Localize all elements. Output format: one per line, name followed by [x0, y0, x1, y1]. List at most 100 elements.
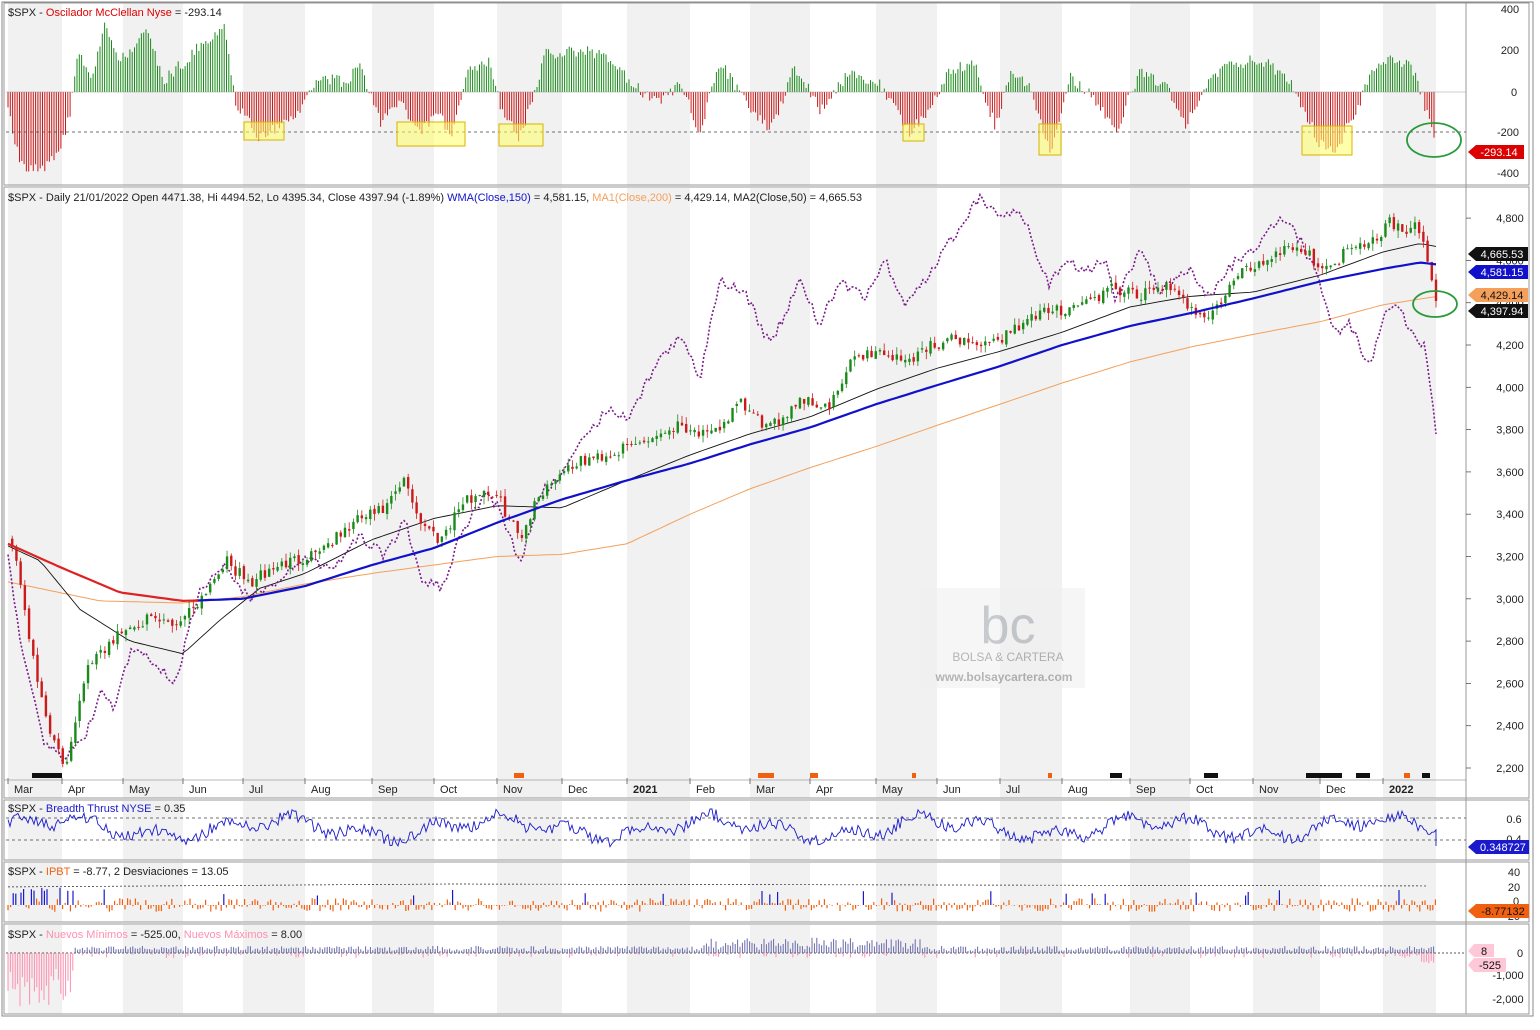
price-candle-body	[1329, 265, 1332, 268]
month-shade	[243, 925, 305, 1014]
month-shade	[1253, 188, 1320, 798]
price-candle-body	[95, 653, 98, 665]
price-candle-body	[1182, 294, 1185, 297]
month-shade	[123, 863, 183, 922]
price-tick-label: 2,400	[1496, 721, 1524, 733]
price-candle-body	[710, 430, 713, 434]
month-shade	[123, 3, 183, 186]
price-candle-body	[1165, 283, 1168, 290]
month-shade	[876, 925, 937, 1014]
month-shade	[1130, 863, 1190, 922]
price-candle-body	[263, 570, 267, 578]
price-candle-body	[1068, 307, 1071, 316]
breadth-header-title: Breadth Thrust NYSE	[46, 803, 152, 815]
price-tick-label: 4,800	[1496, 213, 1524, 225]
price-candle-body	[819, 407, 823, 409]
price-candle-body	[828, 402, 831, 410]
price-candle-body	[1131, 287, 1134, 290]
price-candle-body	[470, 495, 473, 503]
nl-header-highs-val: = 8.00	[268, 929, 302, 941]
price-candle-body	[967, 338, 970, 343]
month-label: Jun	[189, 784, 207, 796]
month-label: Jun	[943, 784, 961, 796]
month-label: May	[882, 784, 903, 796]
price-candle-body	[579, 456, 583, 466]
price-candle-body	[735, 403, 738, 407]
price-candle-body	[234, 566, 237, 576]
price-candle-body	[457, 509, 460, 513]
price-candle-body	[175, 624, 178, 626]
price-candle-body	[432, 526, 435, 532]
mc-last-label-box	[1468, 145, 1524, 159]
price-candle-body	[36, 654, 39, 682]
nl-header-lows: Nuevos Mínimos	[46, 929, 128, 941]
price-candle-body	[1350, 247, 1353, 249]
month-shade	[123, 925, 183, 1014]
price-candle-body	[1114, 282, 1118, 290]
price-candle-body	[963, 337, 966, 345]
price-candle-body	[1354, 246, 1358, 248]
ipbt-band	[8, 883, 1429, 888]
price-candle-body	[112, 640, 115, 644]
price-candle-body	[280, 561, 284, 567]
month-shade	[372, 3, 434, 186]
nl-header-highs: Nuevos Máximos	[184, 929, 269, 941]
price-candle-body	[289, 557, 292, 569]
price-candle-body	[941, 342, 945, 350]
month-shade	[1000, 863, 1062, 922]
price-candle-body	[1160, 289, 1164, 291]
price-candle-body	[1089, 297, 1092, 299]
price-candle-body	[1059, 305, 1063, 316]
price-candle-body	[668, 430, 671, 435]
ipbt-header-name: $SPX -	[8, 866, 46, 878]
price-candle-body	[1295, 247, 1299, 251]
price-candle-body	[950, 334, 953, 340]
newlows-bars	[7, 937, 1435, 1007]
price-candle-body	[158, 619, 161, 622]
price-candle-body	[904, 359, 907, 363]
ma200-line	[7, 296, 1437, 604]
mc-tick-m200: -200	[1497, 127, 1519, 139]
price-candle-body	[107, 641, 111, 655]
price-candle-body	[541, 495, 545, 499]
price-candle-body	[61, 748, 64, 764]
price-candle-body	[373, 508, 376, 514]
price-candle-body	[423, 523, 427, 527]
price-candle-body	[103, 650, 107, 653]
price-candle-body	[988, 341, 991, 343]
price-candle-body	[802, 398, 806, 404]
month-shade	[750, 3, 810, 186]
price-tick-label: 2,600	[1496, 678, 1524, 690]
price-candle-body	[929, 341, 932, 354]
nl-highs-label: 8	[1481, 946, 1487, 958]
price-candle-body	[1312, 248, 1316, 266]
price-candle-body	[824, 403, 827, 407]
signal-mark-orange	[810, 773, 818, 778]
price-candle-body	[912, 357, 915, 362]
price-tick-label: 2,200	[1496, 763, 1524, 775]
price-candle-body	[613, 454, 616, 456]
signal-mark-black	[1204, 773, 1218, 778]
price-candle-body	[318, 551, 321, 554]
mc-header-name: $SPX -	[8, 7, 46, 19]
price-candle-body	[1038, 310, 1042, 320]
oversold-highlight-box	[243, 121, 285, 141]
price-candle-body	[217, 574, 220, 579]
price-candle-body	[1342, 248, 1345, 263]
price-candle-body	[1009, 330, 1012, 333]
price-candle-body	[326, 543, 330, 548]
price-candle-body	[15, 546, 18, 561]
price-candle-body	[891, 355, 894, 361]
price-candle-body	[255, 579, 258, 587]
price-candle-body	[297, 555, 300, 564]
price-candle-body	[230, 555, 233, 566]
price-candle-body	[402, 477, 406, 487]
oversold-highlight-box	[498, 123, 544, 147]
price-candle-body	[482, 490, 486, 497]
price-candle-body	[196, 606, 199, 609]
price-candle-body	[537, 497, 540, 502]
price-candle-body	[40, 681, 43, 698]
price-candle-body	[1135, 289, 1139, 299]
price-candle-body	[524, 525, 528, 539]
price-candle-body	[503, 496, 507, 517]
